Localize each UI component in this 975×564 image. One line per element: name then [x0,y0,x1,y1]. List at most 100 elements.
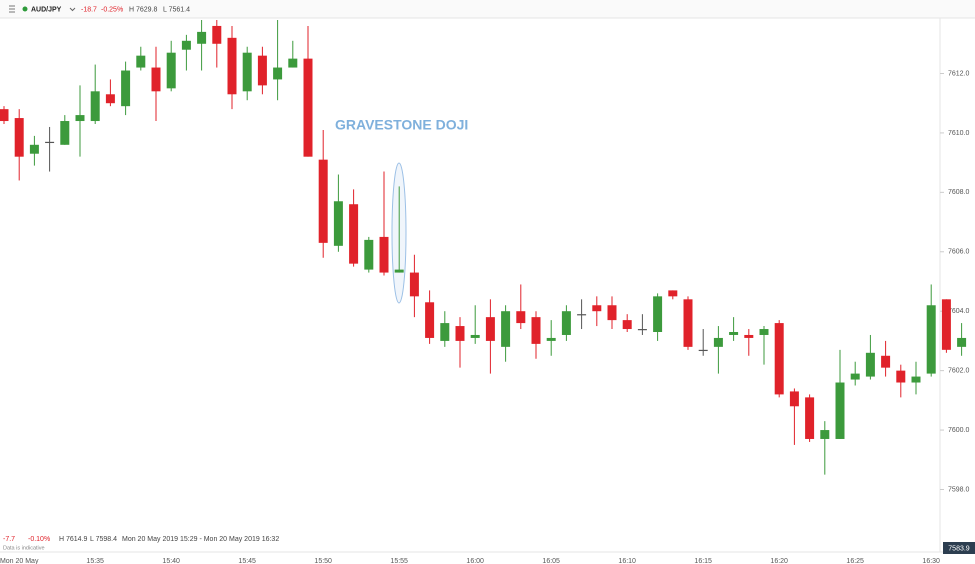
candle-body [75,115,85,122]
y-tick-label: 7604.0 [948,308,970,315]
y-tick-label: 7612.0 [948,70,970,77]
candle-body [805,397,815,439]
candle-body [820,430,830,439]
note: Data is indicative [3,545,45,551]
candle-body [470,334,480,338]
candle-body [607,305,617,321]
menu-icon[interactable] [9,5,15,13]
candle-body [181,40,191,50]
last-price: 7583.9 [948,545,970,552]
footer-change-pct: -0.10% [28,536,50,543]
x-tick-label: 16:00 [466,558,484,564]
candle-body [409,272,419,297]
candle-body [713,337,723,347]
candle-body [561,311,571,335]
footer-high: H 7614.9 [59,536,88,543]
candle-body [501,311,511,347]
x-tick-label: 16:15 [694,558,712,564]
candle-body [303,58,313,157]
footer-change: -7.7 [3,536,15,543]
candle-body [288,58,298,68]
candle-body [896,370,906,383]
candle-body [379,236,389,273]
candle-body [273,67,283,80]
candle-body [546,337,556,341]
status-dot [22,6,28,12]
candle-body [957,337,967,347]
candle-body [212,25,222,44]
x-tick-label: 16:25 [846,558,864,564]
x-tick-label: 16:10 [618,558,636,564]
x-tick-label: 15:35 [86,558,104,564]
candle-body [333,201,343,246]
x-tick-label: 15:50 [314,558,332,564]
annotation: GRAVESTONE DOJI [335,117,468,133]
y-tick-label: 7606.0 [948,249,970,256]
candle-body [729,332,739,335]
candle-body [592,305,602,312]
candle-body [744,334,754,338]
candle-body [318,159,328,243]
candle-body [425,302,435,338]
candle-body [166,52,176,89]
range-label: Mon 20 May 2019 15:29 - Mon 20 May 2019 … [122,536,279,543]
x-tick-label: 16:30 [922,558,940,564]
candle-body [60,121,70,145]
candle-body [865,352,875,377]
candle-body [941,299,951,350]
candle-body [835,382,845,439]
candle-body [926,305,936,374]
candle-body [698,349,708,352]
candle-body [622,320,632,330]
candle-body [653,296,663,332]
candle-body [440,323,450,341]
candle-body [227,37,237,95]
candle-body [394,269,404,273]
candle-body [850,373,860,380]
candle-body [774,323,784,395]
candle-body [668,290,678,297]
candle-body [90,91,100,122]
candle-body [881,355,891,368]
candle-body [45,141,55,144]
header-low: L 7561.4 [163,6,190,13]
y-tick-label: 7610.0 [948,130,970,137]
y-tick-label: 7608.0 [948,189,970,196]
candle-body [121,70,131,107]
candle-body [531,317,541,344]
candle-body [257,55,267,86]
candle-body [516,311,526,324]
x-tick-label: 15:40 [162,558,180,564]
candle-body [151,67,161,92]
candle-body [789,391,799,407]
candle-body [136,55,146,68]
y-tick-label: 7600.0 [948,427,970,434]
x-tick-label: Mon 20 May [0,558,39,564]
y-tick-label: 7598.0 [948,486,970,493]
candle-body [485,317,495,341]
candle-body [349,204,359,264]
header-high: H 7629.8 [129,6,158,13]
candle-body [197,31,207,44]
candle-body [14,118,24,157]
candle-body [29,144,39,154]
candle-body [759,329,769,335]
x-tick-label: 15:55 [390,558,408,564]
x-tick-label: 16:05 [542,558,560,564]
x-tick-label: 15:45 [238,558,256,564]
candle-body [637,329,647,331]
candle-body [0,109,9,122]
symbol[interactable]: AUD/JPY [31,6,62,13]
candle-body [242,52,252,92]
footer-low: L 7598.4 [90,536,117,543]
candle-body [577,314,587,316]
header-change: -18.7 [81,6,97,13]
candle-body [105,94,115,104]
y-tick-label: 7602.0 [948,367,970,374]
candle-body [455,326,465,341]
dropdown-caret[interactable] [69,7,76,12]
last-price-box [943,542,975,554]
